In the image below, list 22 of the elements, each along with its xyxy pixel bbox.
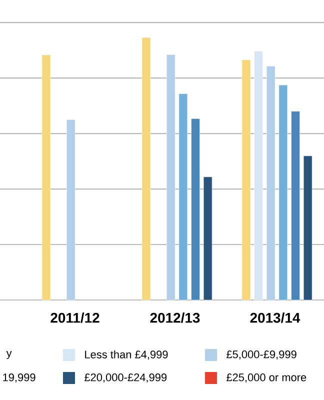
bar	[242, 60, 251, 300]
bar	[254, 51, 263, 300]
legend-label: £20,000-£24,999	[84, 373, 167, 383]
bar	[66, 120, 76, 300]
legend-label: £25,000 or more	[226, 373, 306, 383]
bar	[142, 37, 151, 300]
bar	[203, 176, 212, 300]
x-tick-label: 2011/12	[50, 312, 100, 323]
bar	[291, 111, 300, 300]
bar	[191, 118, 200, 300]
text: 19,999	[3, 373, 36, 383]
x-tick-label: 2013/14	[250, 312, 300, 323]
text: y	[6, 350, 12, 360]
bar	[278, 84, 288, 300]
x-tick-label: 2012/13	[150, 312, 200, 323]
bar	[42, 54, 51, 300]
bar	[166, 54, 176, 300]
legend-label: Less than £4,999	[85, 350, 168, 360]
legend-label: £5,000-£9,999	[226, 350, 296, 360]
bar	[266, 66, 276, 300]
bar	[303, 156, 312, 300]
bar	[178, 94, 188, 300]
